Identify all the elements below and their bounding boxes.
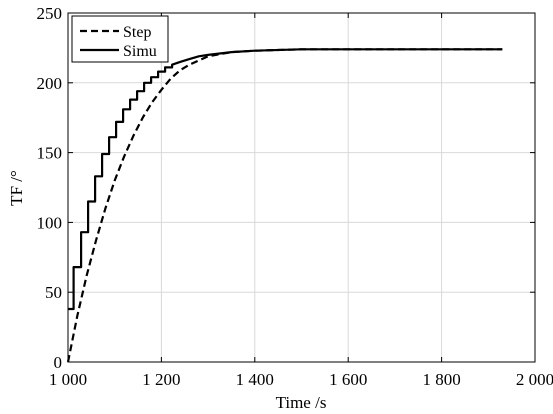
x-tick-label: 1 200 <box>142 370 180 389</box>
legend-simu-label: Simu <box>123 43 157 60</box>
x-tick-label: 1 400 <box>236 370 274 389</box>
x-axis-label: Time /s <box>276 393 327 412</box>
legend-step-label: Step <box>123 24 151 41</box>
y-tick-label: 100 <box>37 213 63 232</box>
series-line-simu <box>68 48 503 311</box>
x-tick-label: 2 000 <box>516 370 553 389</box>
x-tick-label: 1 800 <box>422 370 460 389</box>
ticks: 1 000 1 200 1 400 1 600 1 800 2 000 0 50 100 150 2… <box>37 4 553 389</box>
plot-frame <box>67 12 536 363</box>
grid <box>68 13 535 362</box>
y-tick-label: 0 <box>54 353 63 372</box>
x-tick-label: 1 000 <box>49 370 87 389</box>
series-line-step <box>66 48 503 363</box>
series-layer <box>66 48 503 363</box>
y-tick-label: 50 <box>45 283 62 302</box>
x-tick-label: 1 600 <box>329 370 367 389</box>
y-axis-label: TF /° <box>7 170 26 206</box>
legend: Step Simu <box>71 15 169 63</box>
legend-box <box>71 15 169 63</box>
y-tick-label: 150 <box>37 144 63 163</box>
y-tick-label: 200 <box>37 74 63 93</box>
y-tick-label: 250 <box>37 4 63 23</box>
